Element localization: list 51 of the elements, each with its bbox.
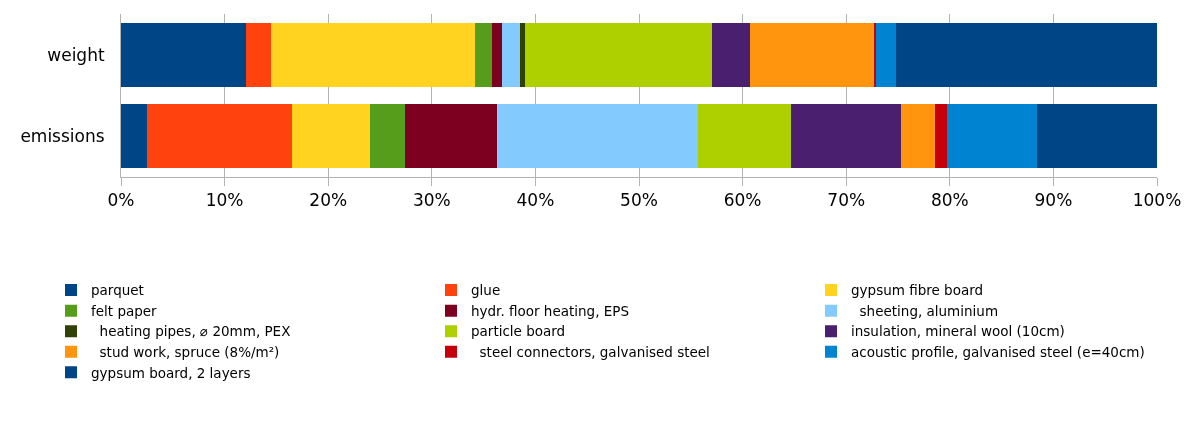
- x-tick-label: 50%: [620, 190, 658, 211]
- legend-label: heating pipes, ⌀ 20mm, PEX: [91, 323, 291, 340]
- bar: [749, 22, 875, 87]
- y-tick-label: weight: [47, 44, 105, 65]
- x-tick-label: 100%: [1132, 190, 1182, 211]
- x-tick-label: 60%: [723, 190, 762, 211]
- bar: [876, 22, 896, 87]
- legend-label: steel connectors, galvanised steel: [471, 343, 710, 360]
- bar: [895, 22, 1157, 87]
- legend-label: gypsum fibre board: [851, 282, 984, 299]
- legend-label: stud work, spruce (8%/m²): [91, 343, 280, 360]
- bar: [497, 104, 699, 169]
- x-tick-label: 10%: [205, 190, 244, 211]
- bar: [121, 104, 147, 169]
- bar: [369, 104, 405, 169]
- bar: [946, 104, 1037, 169]
- x-tick-label: 90%: [1034, 190, 1073, 211]
- x-tick-label: 0%: [107, 190, 135, 211]
- legend-label: parquet: [91, 282, 144, 299]
- bar: [901, 104, 936, 169]
- bar: [271, 22, 476, 87]
- bar: [121, 22, 247, 87]
- x-tick-label: 20%: [309, 190, 348, 211]
- bar: [711, 22, 750, 87]
- bar: [698, 104, 792, 169]
- legend-label: sheeting, aluminium: [851, 302, 999, 319]
- bar: [791, 104, 902, 169]
- legend-label: hydr. floor heating, EPS: [471, 302, 629, 319]
- bar: [525, 22, 712, 87]
- bar: [246, 22, 272, 87]
- legend-label: insulation, mineral wool (10cm): [851, 323, 1065, 340]
- bar: [491, 22, 503, 87]
- x-tick-label: 30%: [412, 190, 451, 211]
- legend-label: glue: [471, 282, 501, 299]
- legend-label: particle board: [471, 323, 566, 340]
- bar: [1036, 104, 1157, 169]
- bar: [475, 22, 492, 87]
- bar: [519, 22, 526, 87]
- legend-label: gypsum board, 2 layers: [91, 364, 251, 381]
- bar: [874, 22, 877, 87]
- legend-label: acoustic profile, galvanised steel (e=40cm): [851, 343, 1145, 360]
- x-tick-label: 80%: [930, 190, 969, 211]
- x-tick-label: 70%: [827, 190, 866, 211]
- bar: [291, 104, 370, 169]
- x-tick-label: 40%: [516, 190, 555, 211]
- bar: [935, 104, 947, 169]
- y-tick-label: emissions: [20, 126, 105, 147]
- bar: [404, 104, 498, 169]
- legend-label: felt paper: [91, 302, 158, 319]
- bar: [146, 104, 292, 169]
- bar: [502, 22, 520, 87]
